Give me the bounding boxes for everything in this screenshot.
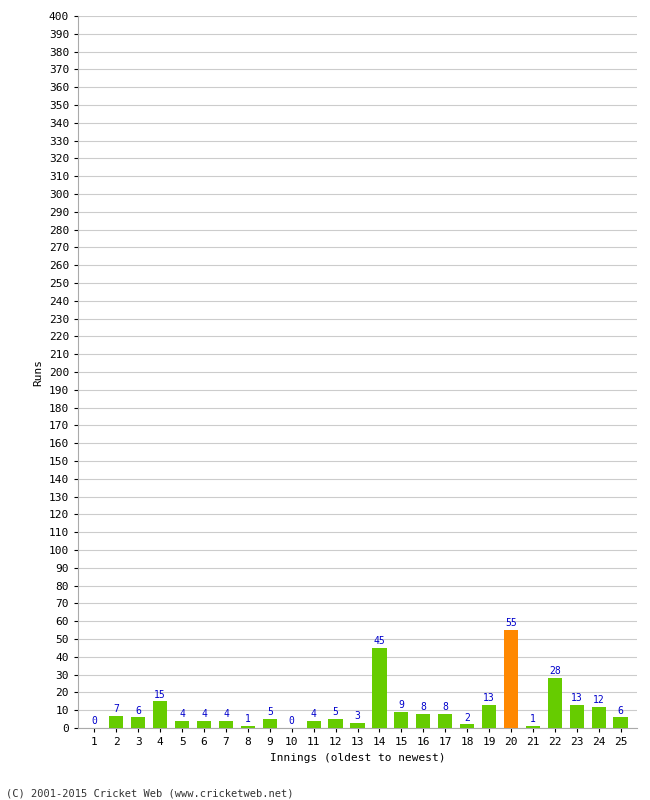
Text: 13: 13 [483,693,495,703]
Text: 1: 1 [530,714,536,725]
Text: 8: 8 [421,702,426,712]
Bar [109,715,124,728]
Bar [482,705,496,728]
Text: 4: 4 [179,709,185,719]
Bar [263,719,277,728]
Text: 45: 45 [374,636,385,646]
Text: 6: 6 [135,706,141,715]
Bar [460,725,474,728]
X-axis label: Innings (oldest to newest): Innings (oldest to newest) [270,753,445,762]
Bar [350,722,365,728]
Bar [592,706,606,728]
Bar [131,718,146,728]
Text: (C) 2001-2015 Cricket Web (www.cricketweb.net): (C) 2001-2015 Cricket Web (www.cricketwe… [6,788,294,798]
Bar [219,721,233,728]
Text: 2: 2 [464,713,470,722]
Bar [328,719,343,728]
Bar [197,721,211,728]
Bar [569,705,584,728]
Text: 5: 5 [333,707,339,718]
Bar [416,714,430,728]
Bar [504,630,518,728]
Text: 3: 3 [354,711,361,721]
Text: 12: 12 [593,695,605,705]
Text: 28: 28 [549,666,561,676]
Bar [307,721,321,728]
Text: 13: 13 [571,693,582,703]
Text: 0: 0 [289,716,294,726]
Text: 7: 7 [114,704,120,714]
Text: 4: 4 [201,709,207,719]
Text: 0: 0 [92,716,98,726]
Y-axis label: Runs: Runs [33,358,43,386]
Text: 6: 6 [618,706,623,715]
Text: 9: 9 [398,700,404,710]
Text: 15: 15 [154,690,166,699]
Bar [372,648,387,728]
Text: 8: 8 [442,702,448,712]
Text: 4: 4 [311,709,317,719]
Bar [526,726,540,728]
Bar [153,702,167,728]
Text: 55: 55 [505,618,517,628]
Bar [240,726,255,728]
Text: 5: 5 [267,707,273,718]
Bar [438,714,452,728]
Bar [548,678,562,728]
Text: 1: 1 [245,714,251,725]
Bar [394,712,408,728]
Bar [614,718,628,728]
Text: 4: 4 [223,709,229,719]
Bar [175,721,189,728]
